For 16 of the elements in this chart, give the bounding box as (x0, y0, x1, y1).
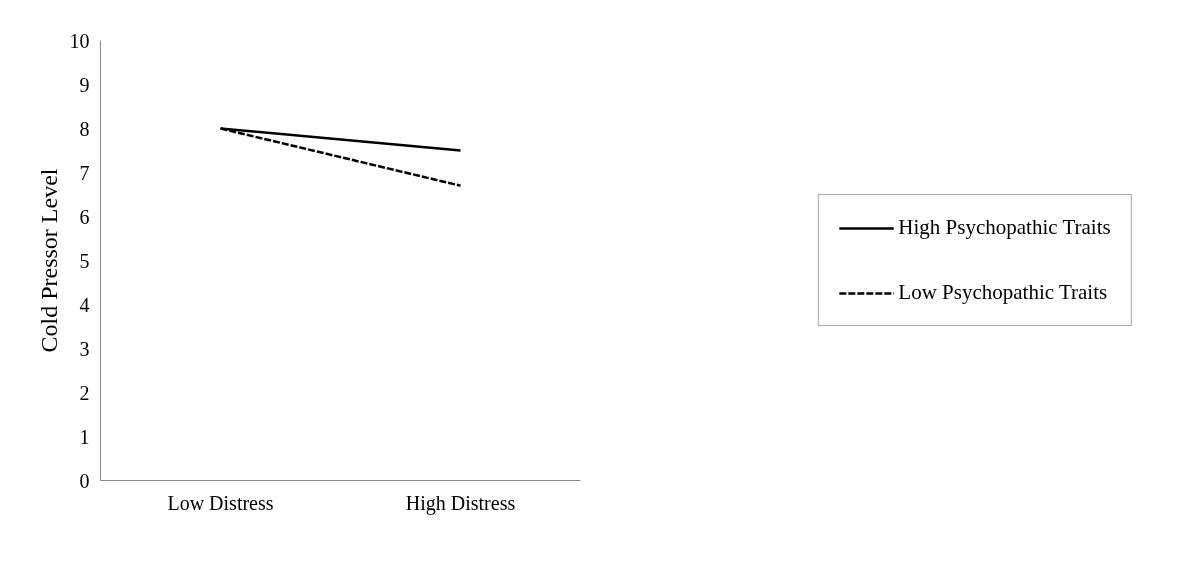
y-tick-label: 7 (79, 161, 90, 184)
y-tick-label: 2 (79, 381, 90, 404)
y-tick-label: 8 (79, 117, 90, 140)
x-tick-label: Low Distress (167, 491, 274, 514)
x-tick-label: High Distress (405, 491, 516, 515)
y-tick-label: 9 (79, 73, 90, 96)
y-tick-label: 3 (79, 337, 90, 360)
y-axis-title: Cold Pressor Level (35, 168, 62, 353)
y-tick-label: 10 (69, 29, 90, 52)
y-tick-label: 6 (79, 205, 90, 228)
y-tick-label: 1 (79, 425, 90, 448)
y-tick-label: 5 (79, 249, 90, 272)
y-tick-label: 4 (79, 293, 90, 316)
legend-label: High Psychopathic Traits (898, 215, 1111, 240)
legend-label: Low Psychopathic Traits (898, 280, 1108, 305)
y-tick-label: 0 (79, 469, 90, 492)
